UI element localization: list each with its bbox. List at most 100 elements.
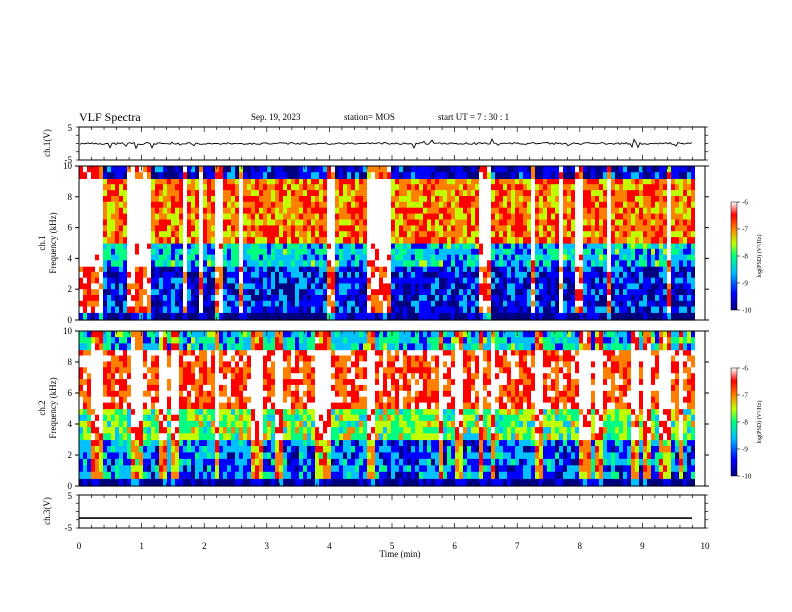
spectrogram-cell <box>335 254 339 261</box>
spectrogram-cell <box>179 166 183 173</box>
spectrogram-cell <box>283 190 287 197</box>
spectrogram-cell <box>367 196 371 203</box>
spectrogram-cell <box>379 243 383 250</box>
spectrogram-cell <box>375 277 379 285</box>
spectrogram-cell <box>147 390 151 398</box>
spectrogram-cell <box>103 190 107 197</box>
spectrogram-cell <box>211 331 215 338</box>
spectrogram-cell <box>367 213 371 221</box>
spectrogram-cell <box>303 266 307 273</box>
spectrogram-cell <box>251 219 255 226</box>
spectrogram-cell <box>603 178 607 185</box>
spectrogram-cell <box>475 283 479 290</box>
spectrogram-cell <box>87 367 91 374</box>
colorbar-tick-label: -10 <box>742 307 752 315</box>
spectrogram-cell <box>355 312 359 321</box>
spectrogram-cell <box>679 277 683 285</box>
spectrogram-cell <box>303 243 307 250</box>
spectrogram-cell <box>491 196 495 203</box>
spectrogram-cell <box>475 231 479 238</box>
spectrogram-cell <box>619 266 623 273</box>
spectrogram-cell <box>207 367 211 374</box>
spectrogram-cell <box>299 266 303 273</box>
spectrogram-cell <box>107 390 111 398</box>
spectrogram-cell <box>339 271 343 279</box>
spectrogram-cell <box>191 465 195 473</box>
spectrogram-cell <box>227 225 231 232</box>
spectrogram-cell <box>487 248 491 256</box>
spectrogram-cell <box>611 271 615 279</box>
spectrogram-cell <box>299 219 303 226</box>
spectrogram-cell <box>147 289 151 296</box>
spectrogram-cell <box>191 166 195 173</box>
spectrogram-cell <box>187 178 191 185</box>
spectrogram-cell <box>79 337 83 344</box>
spectrogram-cell <box>123 478 127 487</box>
spectrogram-cell <box>587 207 591 215</box>
spectrogram-cell <box>83 266 87 273</box>
spectrogram-cell <box>547 166 551 173</box>
spectrogram-cell <box>159 408 163 416</box>
spectrogram-cell <box>187 243 191 250</box>
spectrogram-cell <box>267 312 271 321</box>
spectrogram-cell <box>283 295 287 302</box>
spectrogram-cell <box>535 254 539 261</box>
spectrogram-cell <box>223 260 227 267</box>
spectrogram-cell <box>643 184 647 191</box>
spectrogram-cell <box>315 190 319 197</box>
spectrogram-cell <box>119 478 123 487</box>
spectrogram-cell <box>631 283 635 290</box>
spectrogram-cell <box>447 306 451 313</box>
ch2-spectrogram-image <box>79 331 705 487</box>
spectrogram-cell <box>587 196 591 203</box>
spectrogram-cell <box>311 172 315 179</box>
spectrogram-cell <box>551 201 555 209</box>
spectrogram-cell <box>143 213 147 221</box>
spectrogram-cell <box>331 172 335 179</box>
spectrogram-cell <box>171 219 175 226</box>
spectrogram-cell <box>655 295 659 302</box>
spectrogram-cell <box>467 213 471 221</box>
spectrogram-cell <box>107 207 111 215</box>
spectrogram-cell <box>219 355 223 362</box>
spectrogram-cell <box>391 231 395 238</box>
spectrogram-cell <box>155 277 159 285</box>
spectrogram-cell <box>163 373 167 380</box>
spectrogram-cell <box>499 178 503 185</box>
spectrogram-cell <box>467 248 471 256</box>
spectrogram-cell <box>199 196 203 203</box>
spectrogram-cell <box>203 260 207 267</box>
spectrogram-cell <box>79 465 83 473</box>
spectrogram-cell <box>107 402 111 410</box>
spectrogram-cell <box>635 231 639 238</box>
spectrogram-cell <box>559 196 563 203</box>
spectrogram-cell <box>631 271 635 279</box>
spectrogram-cell <box>483 312 487 321</box>
spectrogram-cell <box>619 306 623 313</box>
spectrogram-cell <box>331 289 335 296</box>
spectrogram-cell <box>639 237 643 244</box>
spectrogram-cell <box>399 237 403 244</box>
spectrogram-cell <box>683 201 687 209</box>
spectrogram-cell <box>219 331 223 338</box>
spectrogram-cell <box>343 190 347 197</box>
spectrogram-cell <box>495 295 499 302</box>
spectrogram-cell <box>495 172 499 179</box>
spectrogram-cell <box>131 260 135 267</box>
spectrogram-cell <box>167 312 171 321</box>
spectrogram-cell <box>215 390 219 398</box>
spectrogram-cell <box>135 213 139 221</box>
spectrogram-cell <box>595 271 599 279</box>
spectrogram-cell <box>347 219 351 226</box>
spectrogram-cell <box>155 414 159 422</box>
spectrogram-cell <box>335 219 339 226</box>
spectrogram-cell <box>427 213 431 221</box>
spectrogram-cell <box>379 248 383 256</box>
spectrogram-cell <box>507 178 511 185</box>
spectrogram-cell <box>319 260 323 267</box>
spectrogram-cell <box>179 306 183 313</box>
spectrogram-cell <box>123 231 127 238</box>
spectrogram-cell <box>115 361 119 368</box>
spectrogram-cell <box>207 283 211 290</box>
spectrogram-cell <box>527 306 531 313</box>
